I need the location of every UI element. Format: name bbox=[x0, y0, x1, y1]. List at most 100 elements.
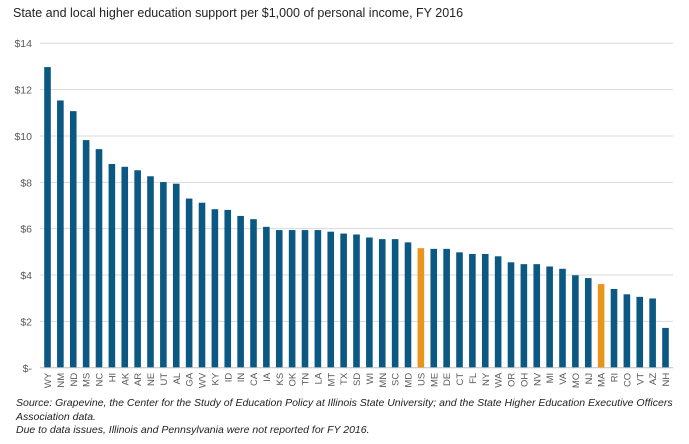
x-tick-label: ID bbox=[223, 373, 234, 383]
bar-us bbox=[417, 248, 425, 368]
x-tick-label: NE bbox=[146, 373, 157, 386]
bar-tn bbox=[301, 230, 309, 368]
x-tick-label: NY bbox=[481, 372, 492, 386]
y-tick-label: $10 bbox=[14, 131, 32, 143]
y-tick-label: $12 bbox=[14, 85, 32, 97]
bar-hi bbox=[108, 163, 116, 368]
bar-nj bbox=[584, 278, 592, 368]
bar-ne bbox=[147, 176, 154, 368]
bar-ok bbox=[288, 230, 296, 368]
x-tick-label: DE bbox=[442, 373, 453, 386]
bar-co bbox=[623, 294, 631, 368]
x-tick-label: WV bbox=[198, 372, 209, 388]
x-tick-label: OK bbox=[288, 372, 299, 386]
bar-ms bbox=[82, 140, 90, 368]
x-tick-label: MS bbox=[82, 373, 93, 387]
x-tick-label: AK bbox=[120, 372, 131, 385]
bar-va bbox=[559, 268, 566, 368]
x-tick-label: MI bbox=[545, 373, 556, 384]
bar-nc bbox=[95, 149, 103, 368]
x-tick-label: MA bbox=[597, 372, 608, 387]
bar-ny bbox=[481, 253, 489, 368]
bar-or bbox=[507, 262, 515, 368]
bar-fl bbox=[469, 253, 476, 368]
bar-oh bbox=[520, 264, 528, 368]
bar-al bbox=[172, 183, 180, 368]
chart-notes: Source: Grapevine, the Center for the St… bbox=[16, 397, 676, 438]
x-tick-label: TN bbox=[301, 373, 312, 386]
x-tick-label: NM bbox=[56, 373, 67, 388]
x-tick-label: FL bbox=[468, 373, 479, 384]
bar-de bbox=[443, 248, 450, 368]
chart-title: State and local higher education support… bbox=[13, 6, 464, 20]
bar-mn bbox=[378, 239, 386, 368]
bar-ks bbox=[275, 230, 283, 368]
y-tick-label: $14 bbox=[14, 38, 32, 50]
x-tick-label: SC bbox=[391, 373, 402, 386]
x-tick-label: CA bbox=[249, 372, 260, 386]
y-axis: $- $2 $4 $6 $8 $10 $12 $14 bbox=[14, 38, 32, 375]
x-tick-label: IA bbox=[262, 372, 273, 382]
x-tick-label: NH bbox=[661, 373, 672, 387]
bar-ut bbox=[160, 182, 167, 368]
x-tick-label: SD bbox=[352, 373, 363, 386]
bar-vt bbox=[636, 296, 644, 368]
x-tick-label: NJ bbox=[584, 373, 595, 385]
bar-ak bbox=[121, 166, 129, 368]
x-tick-label: WI bbox=[365, 373, 376, 385]
bar-ct bbox=[456, 252, 463, 368]
x-tick-label: VA bbox=[558, 372, 569, 385]
x-tick-label: ME bbox=[429, 373, 440, 387]
bar-ky bbox=[211, 209, 219, 368]
x-tick-label: GA bbox=[185, 372, 196, 386]
x-tick-label: US bbox=[416, 373, 427, 386]
bar-ga bbox=[185, 198, 193, 368]
bar-chart: $- $2 $4 $6 $8 $10 $12 $14 WY NM ND MS NC HI AK AR NE UT… bbox=[14, 38, 673, 388]
bar-nh bbox=[662, 327, 669, 368]
bar-la bbox=[314, 230, 322, 368]
x-tick-label: RI bbox=[610, 373, 621, 383]
bar-mt bbox=[327, 231, 335, 368]
y-tick-label: $8 bbox=[20, 177, 32, 189]
x-tick-label: AL bbox=[172, 373, 183, 385]
y-tick-label: $6 bbox=[20, 224, 32, 236]
footnote: Due to data issues, Illinois and Pennsyl… bbox=[16, 424, 370, 436]
bar-mi bbox=[546, 266, 553, 368]
x-tick-label: ND bbox=[69, 373, 80, 387]
x-tick-label: UT bbox=[159, 373, 170, 386]
x-tick-label: WA bbox=[494, 372, 505, 388]
source-note-line2: Association data. bbox=[16, 410, 96, 423]
bar-sd bbox=[353, 234, 360, 368]
bar-md bbox=[404, 242, 412, 368]
x-tick-label: TX bbox=[339, 372, 350, 385]
bar-ca bbox=[250, 219, 257, 368]
x-tick-label: LA bbox=[313, 372, 324, 384]
bar-az bbox=[649, 298, 656, 368]
y-tick-label: $2 bbox=[20, 316, 32, 328]
bar-in bbox=[237, 215, 244, 368]
x-tick-label: MD bbox=[404, 373, 415, 388]
x-tick-label: WY bbox=[43, 372, 54, 388]
bar-me bbox=[430, 248, 438, 368]
x-tick-label: CO bbox=[622, 373, 633, 387]
x-tick-label: NC bbox=[95, 373, 106, 387]
x-tick-label: IN bbox=[236, 373, 247, 383]
x-tick-label: KS bbox=[275, 373, 286, 386]
bar-ri bbox=[610, 288, 618, 368]
bar-ar bbox=[134, 170, 141, 368]
x-tick-label: KY bbox=[210, 372, 221, 385]
bar-wv bbox=[198, 202, 206, 368]
x-tick-label: MT bbox=[326, 373, 337, 387]
bar-sc bbox=[391, 239, 399, 368]
x-tick-label: AZ bbox=[648, 373, 659, 385]
x-tick-label: OR bbox=[507, 373, 518, 387]
y-tick-label: $- bbox=[23, 363, 33, 375]
source-note-line1: Source: Grapevine, the Center for the St… bbox=[16, 397, 673, 409]
bar-ia bbox=[263, 226, 270, 368]
bar-ma bbox=[597, 284, 605, 368]
x-tick-label: VT bbox=[635, 373, 646, 385]
x-tick-label: NV bbox=[532, 372, 543, 386]
bar-nm bbox=[57, 100, 64, 368]
x-axis: WY NM ND MS NC HI AK AR NE UT AL GA WV KY ID IN CA IA KS OK… bbox=[40, 367, 673, 388]
x-tick-label: MN bbox=[378, 373, 389, 388]
